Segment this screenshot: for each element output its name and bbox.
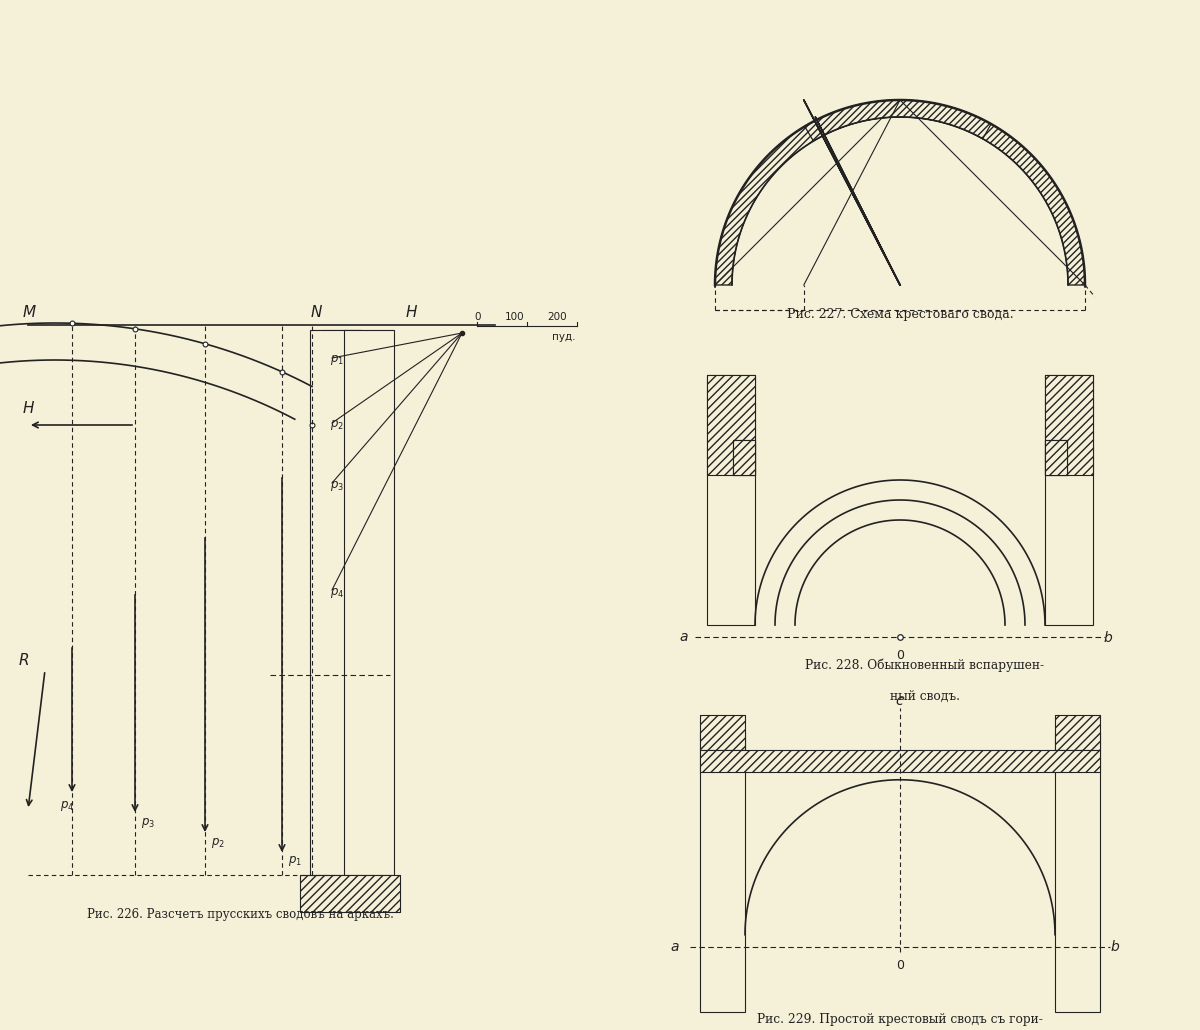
- Text: $p_3$: $p_3$: [142, 816, 155, 830]
- Text: пуд.: пуд.: [552, 332, 576, 342]
- Bar: [1045, 440, 1067, 475]
- Text: Рис. 229. Простой крестовый сводъ съ гори-: Рис. 229. Простой крестовый сводъ съ гор…: [757, 1012, 1043, 1026]
- Bar: [733, 440, 755, 475]
- Text: 0: 0: [474, 312, 480, 322]
- Bar: [1055, 732, 1100, 1012]
- Polygon shape: [715, 100, 898, 285]
- Bar: [1045, 440, 1067, 475]
- Text: 0: 0: [896, 959, 904, 971]
- Bar: [733, 440, 755, 475]
- Bar: [1055, 715, 1100, 750]
- Bar: [1045, 375, 1093, 475]
- Text: $a$: $a$: [679, 630, 689, 644]
- Bar: [700, 715, 745, 750]
- Text: $p_1$: $p_1$: [330, 353, 344, 367]
- Text: $N$: $N$: [310, 304, 323, 320]
- Text: Рис. 226. Разсчетъ прусскихъ сводовъ на аркахъ.: Рис. 226. Разсчетъ прусскихъ сводовъ на …: [86, 908, 394, 921]
- Polygon shape: [898, 100, 1085, 285]
- Bar: [707, 375, 755, 625]
- Text: ный сводъ.: ный сводъ.: [890, 690, 960, 703]
- Text: $p_3$: $p_3$: [330, 479, 344, 493]
- Text: 200: 200: [547, 312, 566, 322]
- Text: $R$: $R$: [18, 652, 29, 668]
- Polygon shape: [804, 100, 900, 285]
- Bar: [1045, 440, 1067, 475]
- Bar: [700, 750, 1100, 772]
- Text: Рис. 227. Схема крестоваго свода.: Рис. 227. Схема крестоваго свода.: [787, 308, 1013, 321]
- Bar: [707, 375, 755, 475]
- Bar: [300, 876, 400, 912]
- Polygon shape: [805, 100, 991, 141]
- Bar: [700, 715, 745, 750]
- Bar: [300, 876, 400, 912]
- Text: $M$: $M$: [22, 304, 37, 320]
- Text: Рис. 228. Обыкновенный вспарушен-: Рис. 228. Обыкновенный вспарушен-: [805, 658, 1044, 672]
- Text: $a$: $a$: [670, 939, 679, 954]
- Text: $H$: $H$: [22, 400, 35, 416]
- Bar: [1045, 375, 1093, 625]
- Bar: [310, 330, 360, 876]
- Bar: [344, 330, 394, 876]
- Bar: [707, 375, 755, 475]
- Bar: [1055, 715, 1100, 750]
- Text: $p_2$: $p_2$: [330, 418, 344, 432]
- Bar: [322, 330, 362, 362]
- Bar: [733, 440, 755, 475]
- Bar: [322, 330, 362, 362]
- Bar: [700, 732, 745, 1012]
- Text: 0: 0: [896, 649, 904, 662]
- Text: $H$: $H$: [406, 304, 418, 320]
- Text: $p_4$: $p_4$: [60, 799, 74, 813]
- Text: $c$: $c$: [895, 694, 905, 708]
- Bar: [1045, 375, 1093, 475]
- Text: $p_1$: $p_1$: [288, 854, 302, 868]
- Bar: [322, 357, 330, 480]
- Text: 100: 100: [505, 312, 524, 322]
- Text: $b$: $b$: [1110, 939, 1120, 954]
- Text: $b$: $b$: [1103, 629, 1114, 645]
- Text: $p_2$: $p_2$: [211, 836, 224, 850]
- Text: $p_4$: $p_4$: [330, 586, 344, 600]
- Bar: [700, 750, 1100, 772]
